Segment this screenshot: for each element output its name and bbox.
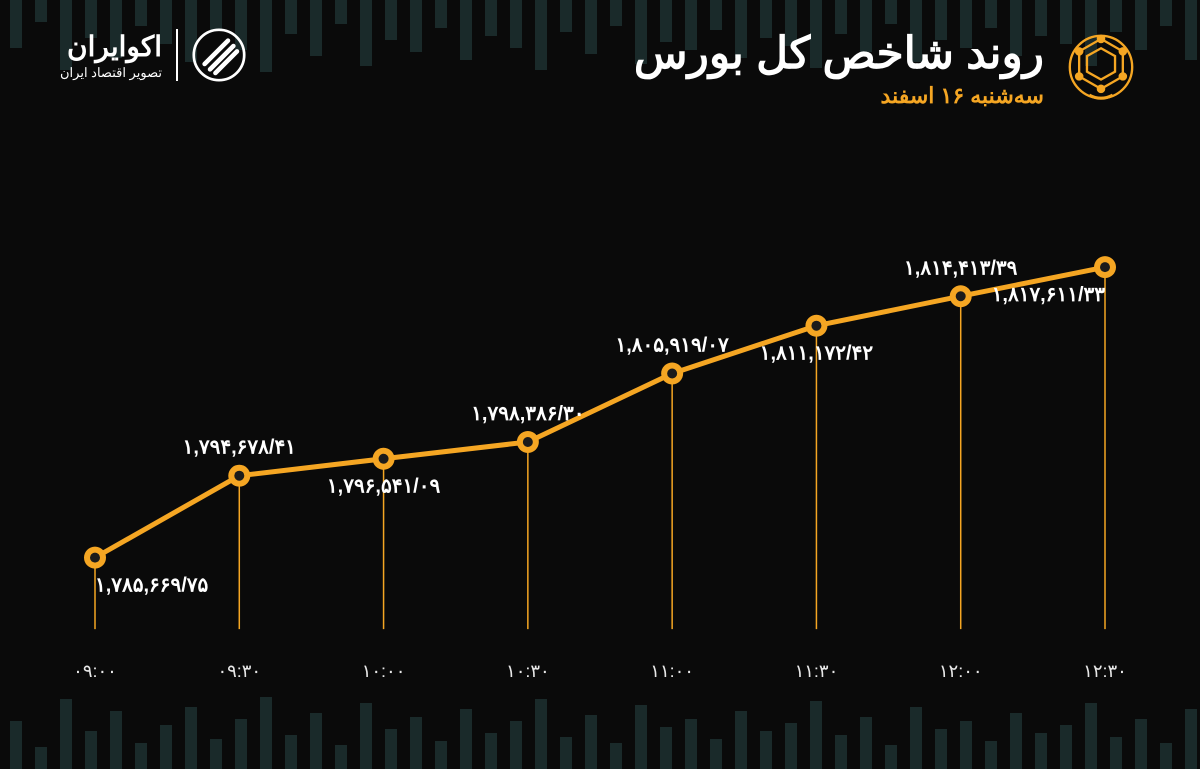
trend-line xyxy=(95,267,1105,557)
data-marker-inner xyxy=(956,291,966,301)
data-marker-inner xyxy=(523,437,533,447)
exchange-emblem-icon xyxy=(1062,28,1140,106)
brand-divider xyxy=(176,29,178,81)
data-marker-inner xyxy=(1100,262,1110,272)
data-marker-inner xyxy=(811,321,821,331)
data-marker-inner xyxy=(667,368,677,378)
x-axis-label: ۱۲:۰۰ xyxy=(939,661,983,681)
brand-name: اکوایران xyxy=(60,30,162,63)
point-value-label: ۱,۸۱۱,۱۷۲/۴۲ xyxy=(760,343,874,365)
data-marker-inner xyxy=(234,471,244,481)
x-axis-label: ۱۲:۳۰ xyxy=(1083,661,1127,681)
brand-block: اکوایران تصویر اقتصاد ایران xyxy=(60,28,246,82)
title-block: روند شاخص کل بورس سه‌شنبه ۱۶ اسفند xyxy=(634,28,1140,109)
data-marker-inner xyxy=(379,454,389,464)
x-axis-label: ۱۰:۳۰ xyxy=(506,661,550,681)
point-value-label: ۱,۸۱۴,۴۱۳/۳۹ xyxy=(904,257,1018,279)
data-marker-inner xyxy=(90,553,100,563)
brand-tagline: تصویر اقتصاد ایران xyxy=(60,65,162,81)
chart-subtitle: سه‌شنبه ۱۶ اسفند xyxy=(634,83,1044,109)
point-value-label: ۱,۷۹۴,۶۷۸/۴۱ xyxy=(183,437,296,459)
header: روند شاخص کل بورس سه‌شنبه ۱۶ اسفند اکوای… xyxy=(60,28,1140,109)
x-axis-label: ۱۱:۳۰ xyxy=(795,661,839,681)
point-value-label: ۱,۸۰۵,۹۱۹/۰۷ xyxy=(615,335,729,357)
point-value-label: ۱,۷۸۵,۶۶۹/۷۵ xyxy=(95,575,209,597)
point-value-label: ۱,۸۱۷,۶۱۱/۳۳ xyxy=(992,284,1106,306)
x-axis-label: ۰۹:۳۰ xyxy=(217,661,261,681)
x-axis-label: ۱۰:۰۰ xyxy=(362,661,406,681)
point-value-label: ۱,۷۹۶,۵۴۱/۰۹ xyxy=(327,476,441,498)
chart-container: روند شاخص کل بورس سه‌شنبه ۱۶ اسفند اکوای… xyxy=(0,0,1200,769)
x-axis-label: ۱۱:۰۰ xyxy=(650,661,694,681)
chart-title: روند شاخص کل بورس xyxy=(634,28,1044,79)
point-value-label: ۱,۷۹۸,۳۸۶/۳۰ xyxy=(471,403,584,425)
chart-plot-area: ۱,۷۸۵,۶۶۹/۷۵ ۱,۷۹۴,۶۷۸/۴۱ ۱,۷۹۶,۵۴۱/۰۹ ۱,۷۹… xyxy=(60,180,1140,709)
brand-logo-icon xyxy=(192,28,246,82)
x-axis-label: ۰۹:۰۰ xyxy=(73,661,117,681)
